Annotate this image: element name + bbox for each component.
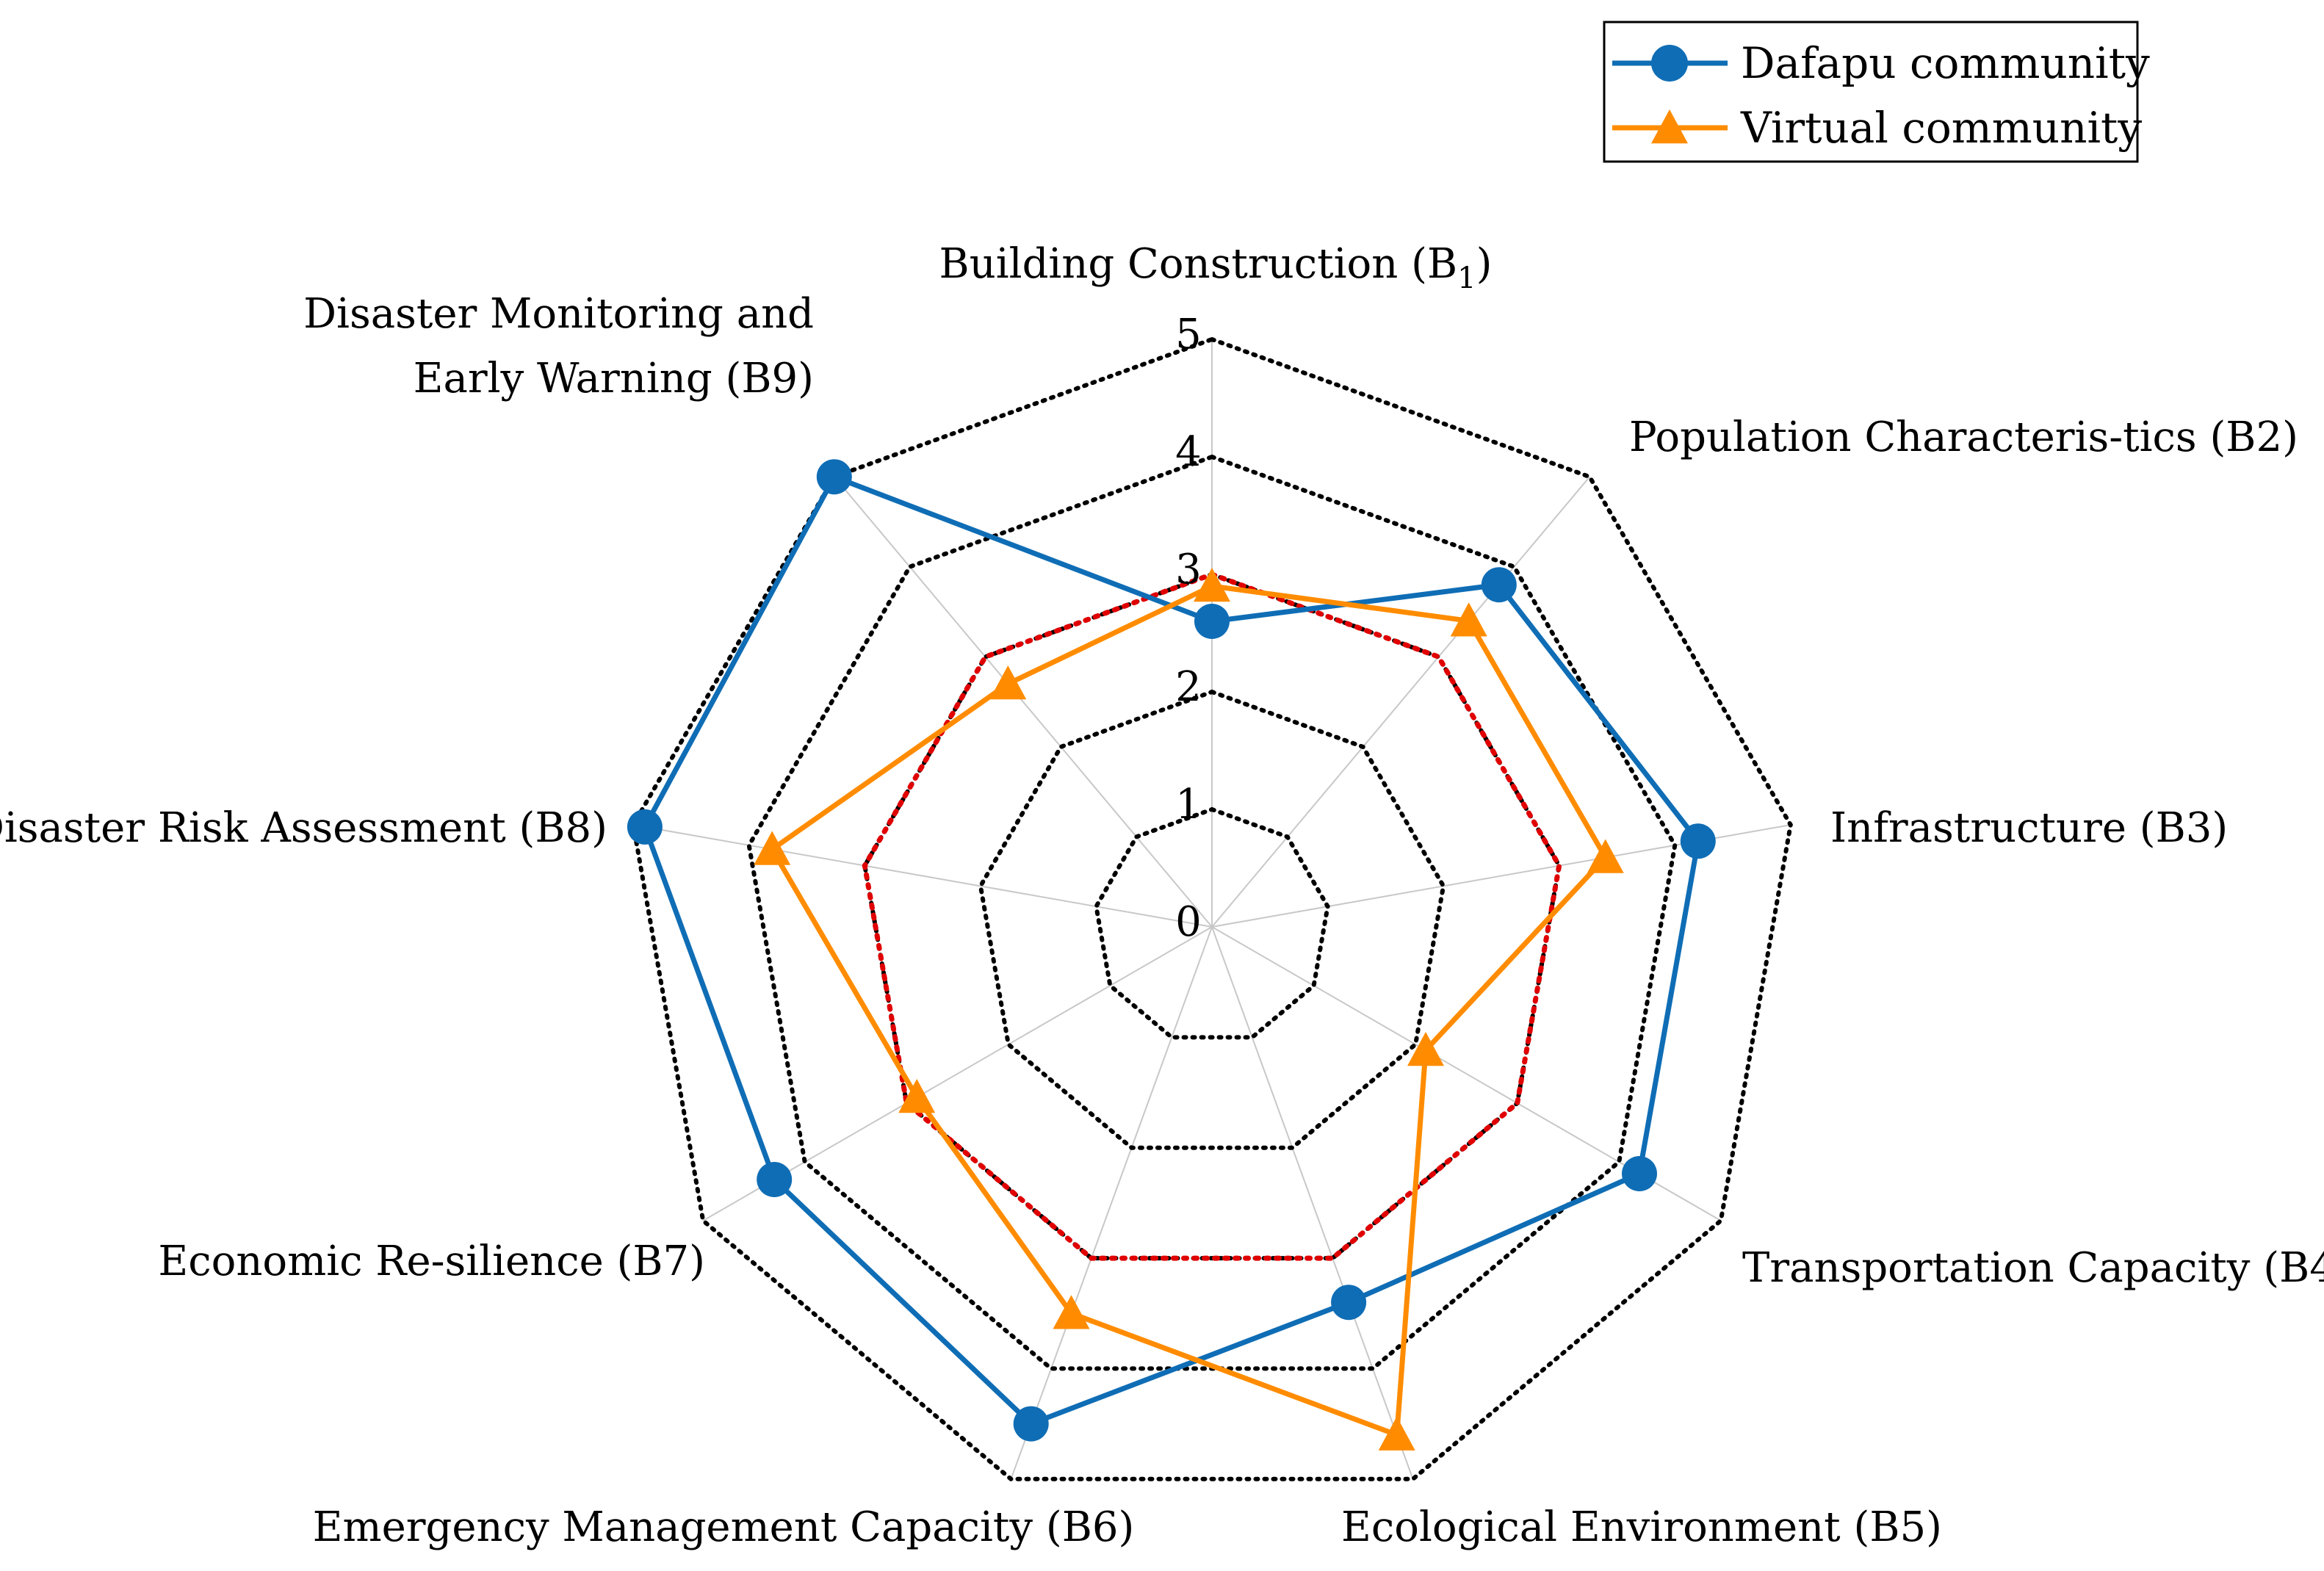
virtual-community-point-4 bbox=[1407, 1032, 1444, 1066]
axis-label-1: Building Construction (B1) bbox=[939, 240, 1493, 295]
axis-label-5: Ecological Environment (B5) bbox=[1341, 1503, 1942, 1551]
legend-label-virtual-community: Virtual community bbox=[1740, 103, 2142, 153]
dafapu-community-point-8 bbox=[627, 809, 663, 845]
axis-label-6: Emergency Management Capacity (B6) bbox=[313, 1503, 1135, 1551]
virtual-community-point-9 bbox=[989, 665, 1027, 700]
dafapu-community-point-9 bbox=[816, 459, 852, 495]
spoke-2 bbox=[1211, 476, 1590, 928]
spoke-6 bbox=[1010, 926, 1213, 1480]
spoke-5 bbox=[1211, 926, 1414, 1480]
grid-ring-1 bbox=[1094, 806, 1330, 1040]
dafapu-community-point-5 bbox=[1331, 1285, 1367, 1321]
dafapu-community-point-2 bbox=[1481, 567, 1517, 603]
tick-label-0: 0 bbox=[1175, 898, 1202, 946]
virtual-community-point-7 bbox=[898, 1079, 936, 1113]
dafapu-community-point-4 bbox=[1622, 1156, 1657, 1191]
grid-ring-2 bbox=[978, 689, 1446, 1150]
axis-label-8: Disaster Risk Assessment (B8) bbox=[0, 804, 607, 852]
tick-label-4: 4 bbox=[1175, 428, 1202, 476]
axis-label-4: Transportation Capacity (B4) bbox=[1742, 1244, 2324, 1292]
reference-ring bbox=[862, 571, 1562, 1261]
axis-label-3: Infrastructure (B3) bbox=[1830, 804, 2228, 852]
dafapu-community-line bbox=[642, 474, 1701, 1427]
tick-label-3: 3 bbox=[1175, 546, 1202, 593]
axis-label-layer: Building Construction (B1) Population Cha… bbox=[0, 240, 2324, 1551]
spoke-9 bbox=[834, 476, 1213, 928]
dafapu-community-point-6 bbox=[1013, 1406, 1049, 1442]
dafapu-community-point-3 bbox=[1680, 823, 1716, 859]
legend-box bbox=[1603, 21, 2139, 163]
legend-marker-dafapu-community bbox=[1651, 45, 1688, 82]
legend-label-dafapu-community: Dafapu community bbox=[1741, 38, 2150, 88]
legend-marker-virtual-community bbox=[1651, 109, 1688, 144]
virtual-community-line bbox=[769, 583, 1609, 1438]
tick-label-5: 5 bbox=[1175, 311, 1202, 358]
tick-label-2: 2 bbox=[1175, 663, 1202, 711]
legend: Dafapu community Virtual community bbox=[1603, 21, 2150, 163]
virtual-community-point-8 bbox=[754, 831, 791, 865]
axis-label-9: Disaster Monitoring and Early Warning (B9… bbox=[303, 290, 814, 402]
virtual-community-point-2 bbox=[1450, 602, 1487, 637]
axis-label-7: Economic Re-silience (B7) bbox=[158, 1238, 705, 1285]
series-layer bbox=[627, 459, 1716, 1451]
tick-label-1: 1 bbox=[1175, 781, 1202, 828]
virtual-community-point-5 bbox=[1378, 1416, 1415, 1451]
dafapu-community-point-1 bbox=[1194, 604, 1230, 639]
virtual-community-point-1 bbox=[1194, 568, 1230, 602]
tick-label-layer: 0 1 2 3 4 5 bbox=[1175, 311, 1202, 946]
spoke-8 bbox=[633, 824, 1213, 928]
dafapu-community-point-7 bbox=[757, 1162, 793, 1197]
virtual-community-point-3 bbox=[1587, 839, 1624, 873]
virtual-community-point-6 bbox=[1053, 1295, 1090, 1329]
grid-ring-5 bbox=[631, 336, 1793, 1481]
axis-label-2: Population Characteris-tics (B2) bbox=[1629, 413, 2298, 461]
reference-ring-layer bbox=[862, 571, 1562, 1261]
